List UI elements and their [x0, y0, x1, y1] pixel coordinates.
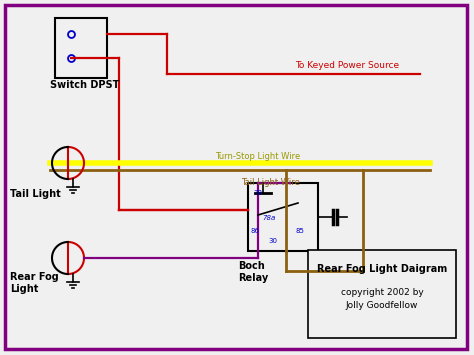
Text: 78: 78	[253, 190, 262, 196]
Bar	[55, 18, 107, 78]
Text: Tail Light: Tail Light	[10, 189, 61, 199]
Text: 86: 86	[251, 228, 260, 234]
Text: Switch DPST: Switch DPST	[50, 80, 119, 90]
Text: copyright 2002 by
Jolly Goodfellow: copyright 2002 by Jolly Goodfellow	[341, 288, 423, 310]
Text: 78a: 78a	[262, 215, 275, 221]
Text: Boch
Relay: Boch Relay	[238, 261, 268, 283]
Bar	[308, 250, 456, 338]
Text: Rear Fog Light Daigram: Rear Fog Light Daigram	[317, 264, 447, 274]
Bar	[248, 183, 318, 251]
Text: Turn-Stop Light Wire: Turn-Stop Light Wire	[215, 152, 300, 161]
Text: To Keyed Power Source: To Keyed Power Source	[295, 61, 399, 70]
Text: Rear Fog
Light: Rear Fog Light	[10, 272, 59, 294]
Text: Tail Light Wire: Tail Light Wire	[241, 178, 300, 187]
Text: 30: 30	[268, 238, 277, 244]
Text: 85: 85	[296, 228, 305, 234]
